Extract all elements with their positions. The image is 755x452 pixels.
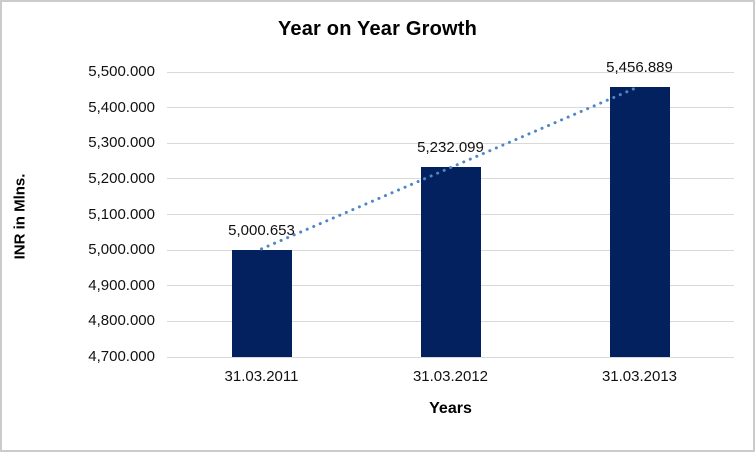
x-tick-label: 31.03.2012 <box>412 368 489 385</box>
y-tick-label: 5,200.000 <box>88 169 155 187</box>
bar-data-label: 5,456.889 <box>606 59 673 77</box>
y-tick-label: 5,400.000 <box>88 98 155 116</box>
bar <box>420 167 481 357</box>
y-tick-label: 5,000.000 <box>88 241 155 259</box>
bar-data-label: 5,000.653 <box>228 221 295 239</box>
chart-title: Year on Year Growth <box>277 18 478 40</box>
y-tick-label: 5,100.000 <box>88 205 155 223</box>
x-tick-label: 31.03.2011 <box>224 368 299 385</box>
gridline <box>167 356 734 358</box>
y-tick-label: 4,900.000 <box>88 276 155 294</box>
y-tick-label: 4,700.000 <box>88 348 155 365</box>
y-tick-label: 5,300.000 <box>88 134 155 152</box>
bar <box>609 87 670 357</box>
bar <box>231 249 292 357</box>
bar-data-label: 5,232.099 <box>417 139 484 157</box>
y-tick-label: 4,800.000 <box>88 312 155 330</box>
x-tick-label: 31.03.2013 <box>601 368 678 385</box>
y-tick-label: 5,500.000 <box>88 63 155 80</box>
x-axis-title: Years <box>429 400 472 417</box>
gridline <box>167 71 734 73</box>
